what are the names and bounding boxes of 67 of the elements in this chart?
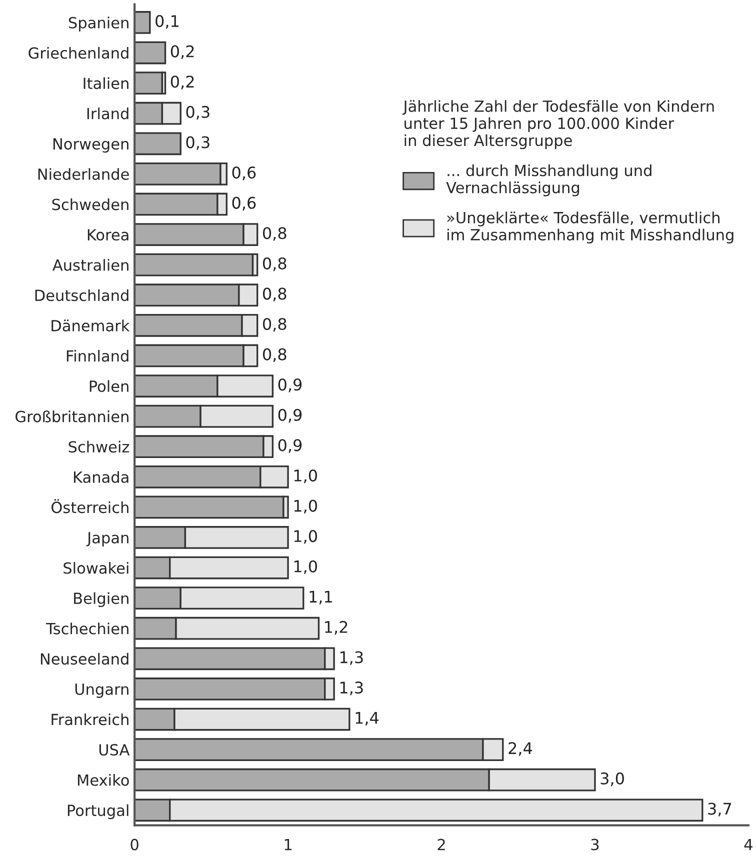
legend-title: Jährliche Zahl der Todesfälle von Kindern unter 15 Jahren pro 100.000 Kinder in dieser Altersgruppe bbox=[402, 100, 714, 150]
bar bbox=[134, 41, 166, 64]
total-label: 1,0 bbox=[294, 469, 317, 484]
total-label: 0,8 bbox=[263, 227, 286, 241]
y-tick-label: Polen bbox=[90, 380, 128, 392]
y-tick-label: Deutschland bbox=[35, 289, 128, 302]
x-tick-label: 0 bbox=[130, 838, 138, 850]
y-tick-label: Griechenland bbox=[28, 46, 128, 59]
y-tick-label: Ungarn bbox=[75, 684, 128, 698]
total-label: 0,3 bbox=[186, 106, 210, 120]
y-tick-label: Schweiz bbox=[68, 440, 130, 453]
y-tick-label: USA bbox=[99, 744, 130, 756]
total-label: 1,0 bbox=[294, 500, 317, 514]
total-label: 0,6 bbox=[232, 196, 256, 210]
total-label: 1,0 bbox=[294, 560, 317, 574]
total-label: 0,6 bbox=[232, 166, 256, 180]
total-label: 1,3 bbox=[340, 651, 363, 665]
total-label: 0,2 bbox=[170, 45, 194, 60]
total-label: 0,8 bbox=[263, 318, 286, 332]
total-label: 0,2 bbox=[170, 76, 194, 90]
total-label: 1,3 bbox=[340, 682, 363, 696]
y-tick-label: Neuseeland bbox=[40, 652, 128, 665]
y-tick-label: Irland bbox=[87, 108, 128, 120]
total-label: 0,8 bbox=[263, 288, 286, 302]
y-tick-label: Finnland bbox=[66, 350, 128, 362]
y-tick-label: Tschechien bbox=[46, 622, 128, 634]
bar bbox=[134, 11, 151, 34]
total-label: 0,1 bbox=[156, 15, 178, 29]
y-tick-label: Portugal bbox=[68, 804, 128, 820]
y-tick-label: Mexiko bbox=[78, 774, 129, 786]
total-label: 0,9 bbox=[278, 439, 302, 453]
total-label: 2,4 bbox=[508, 742, 532, 756]
legend-label: ... durch Misshandlung und Vernachlässigung bbox=[446, 164, 652, 196]
y-tick-label: Belgien bbox=[74, 592, 128, 608]
total-label: 1,1 bbox=[310, 590, 332, 604]
y-tick-label: Slowakei bbox=[64, 562, 128, 574]
y-tick-label: Italien bbox=[84, 77, 128, 90]
total-label: 0,8 bbox=[263, 348, 286, 362]
x-tick-label: 1 bbox=[284, 838, 292, 850]
total-label: 0,3 bbox=[186, 136, 210, 150]
bar bbox=[134, 132, 182, 156]
y-tick-label: Dänemark bbox=[52, 320, 130, 332]
bar bbox=[134, 72, 164, 94]
total-label: 3,7 bbox=[708, 802, 732, 816]
total-label: 1,4 bbox=[356, 712, 379, 726]
y-tick-label: Norwegen bbox=[53, 138, 128, 153]
y-tick-label: Japan bbox=[86, 532, 128, 546]
y-tick-label: Frankreich bbox=[52, 713, 128, 726]
y-tick-label: Großbritannien bbox=[16, 410, 128, 422]
bar bbox=[134, 253, 254, 276]
y-tick-label: Österreich bbox=[52, 499, 128, 514]
x-tick-label: 4 bbox=[744, 838, 752, 850]
total-label: 0,8 bbox=[263, 257, 286, 272]
y-tick-label: Spanien bbox=[68, 16, 128, 32]
y-tick-label: Niederlande bbox=[38, 168, 129, 180]
y-tick-label: Kanada bbox=[74, 471, 128, 483]
y-tick-label: Schweden bbox=[52, 198, 128, 210]
x-tick-label: 3 bbox=[591, 838, 599, 850]
y-tick-label: Korea bbox=[88, 229, 128, 241]
legend-label: »Ungeklärte« Todesfälle, vermutlich im Zusammenhang mit Misshandlung bbox=[448, 212, 734, 244]
total-label: 3,0 bbox=[600, 772, 624, 786]
total-label: 1,2 bbox=[325, 620, 348, 635]
total-label: 0,9 bbox=[278, 378, 302, 392]
x-tick-label: 2 bbox=[438, 838, 445, 850]
total-label: 0,9 bbox=[278, 408, 302, 423]
total-label: 1,0 bbox=[294, 530, 317, 544]
y-tick-label: Australien bbox=[52, 259, 128, 271]
